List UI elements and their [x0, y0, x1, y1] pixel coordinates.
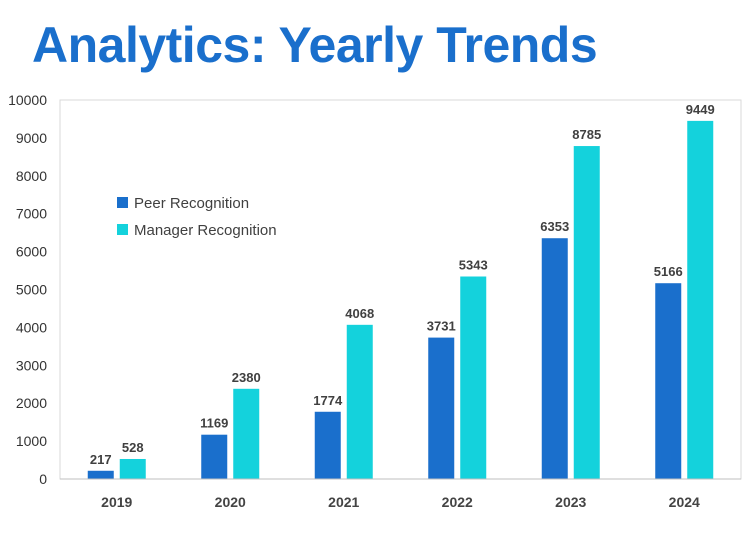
bar-manager-2019 [119, 458, 146, 479]
data-label: 6353 [540, 219, 569, 234]
data-label: 3731 [427, 319, 456, 334]
legend-label: Peer Recognition [134, 195, 249, 212]
x-tick-label: 2022 [442, 494, 473, 510]
y-tick-label: 7000 [16, 206, 47, 222]
y-tick-label: 3000 [16, 357, 47, 373]
y-tick-label: 10000 [8, 92, 47, 108]
bar-manager-2022 [460, 276, 487, 479]
x-tick-label: 2019 [101, 494, 132, 510]
x-tick-label: 2021 [328, 494, 359, 510]
bar-manager-2024 [687, 120, 714, 479]
y-tick-label: 2000 [16, 395, 47, 411]
x-tick-label: 2024 [669, 494, 700, 510]
data-label: 2380 [232, 370, 261, 385]
plot-area-border [59, 99, 742, 480]
x-tick-label: 2020 [215, 494, 246, 510]
legend-swatch [117, 197, 128, 208]
data-label: 4068 [345, 306, 374, 321]
y-tick-label: 1000 [16, 433, 47, 449]
y-tick-label: 6000 [16, 244, 47, 260]
bar-manager-2023 [573, 146, 600, 479]
page-title: Analytics: Yearly Trends [32, 17, 598, 73]
data-label: 5166 [654, 264, 683, 279]
data-label: 1774 [313, 393, 343, 408]
y-tick-label: 0 [39, 471, 47, 487]
y-axis: 0 1000 2000 3000 4000 5000 6000 7000 8000 9000 100… [8, 92, 47, 487]
y-tick-label: 4000 [16, 319, 47, 335]
bar-manager-2021 [346, 324, 373, 479]
data-label: 8785 [572, 127, 601, 142]
data-labels-group: 217 528 1169 2380 1774 4068 3731 5343 6353 8785 51… [90, 102, 715, 467]
x-axis: 2019 2020 2021 2022 2023 2024 [101, 494, 700, 510]
y-tick-label: 9000 [16, 130, 47, 146]
data-label: 9449 [686, 102, 715, 117]
y-tick-label: 5000 [16, 282, 47, 298]
legend-swatch [117, 224, 128, 235]
bar-peer-2024 [655, 283, 682, 479]
data-label: 528 [122, 440, 144, 455]
data-label: 1169 [200, 416, 228, 431]
bar-peer-2022 [428, 337, 455, 479]
y-tick-label: 8000 [16, 168, 47, 184]
data-label: 217 [90, 452, 112, 467]
bar-peer-2021 [314, 411, 341, 479]
bar-peer-2023 [541, 238, 568, 479]
bar-peer-2019 [87, 470, 114, 479]
data-label: 5343 [459, 258, 488, 273]
bars-group [87, 120, 714, 479]
legend: Peer Recognition Manager Recognition [117, 195, 277, 239]
bar-peer-2020 [201, 434, 228, 479]
bar-manager-2020 [233, 388, 260, 479]
x-tick-label: 2023 [555, 494, 586, 510]
legend-label: Manager Recognition [134, 222, 277, 239]
